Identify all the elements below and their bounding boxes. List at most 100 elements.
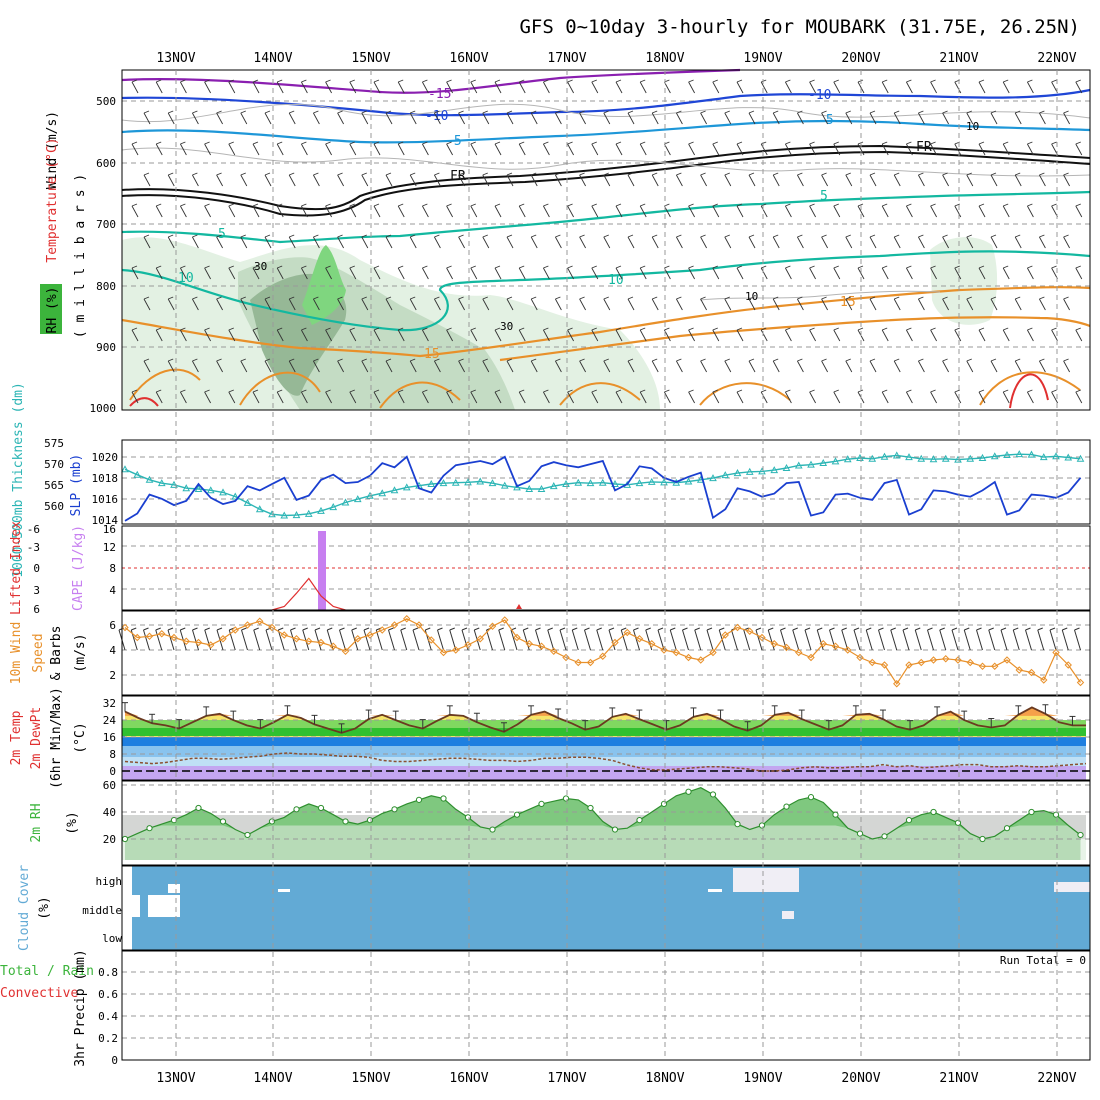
wind-barb (555, 236, 562, 249)
wind-barb-flag (349, 203, 355, 207)
rh-point (293, 806, 300, 813)
wind-barb (639, 267, 647, 280)
wind-speed-point (660, 646, 668, 654)
wind-barb-flag (797, 358, 803, 362)
wind-barb (688, 391, 695, 404)
wind-barb-flag (700, 234, 706, 238)
isotherm-minus5 (121, 119, 1091, 144)
wind-barb-flag (579, 172, 585, 176)
wind-barb (821, 174, 828, 187)
wind-barb-flag (192, 234, 198, 238)
wind-barb-flag (180, 389, 186, 393)
wind-barb (700, 174, 707, 187)
wind-barb-flag (918, 296, 924, 300)
wind-barb (349, 329, 357, 342)
wind-barb (204, 143, 211, 156)
thickness-point (684, 477, 693, 485)
rh-point (489, 826, 496, 833)
wind-barb (518, 267, 526, 280)
wind-barb-flag (761, 265, 767, 269)
wind-barb (772, 112, 780, 125)
wind-barb (252, 143, 260, 156)
wind-barb (337, 112, 344, 125)
wind-barb-flag (143, 358, 150, 362)
contour-label: 30 (254, 260, 267, 273)
wind-barb-flag (615, 389, 622, 393)
wind-barb (809, 205, 816, 218)
wind-barb-flag (289, 296, 295, 300)
wind-barb (434, 236, 441, 249)
wind-barb (906, 391, 913, 404)
wind-barb (349, 391, 357, 404)
wind-barb-flag (337, 296, 343, 300)
wind-barb-flag (615, 327, 622, 331)
wind-barb (458, 298, 465, 311)
wind-speed-point (256, 617, 264, 625)
thickness-point (439, 479, 448, 487)
wind-barb (470, 81, 478, 94)
wind-barb (1063, 298, 1070, 311)
wind-barb-flag (1051, 265, 1057, 269)
surface-wind-barb-flag (180, 627, 186, 631)
cloud-gap (168, 884, 180, 893)
rh-point (758, 822, 766, 829)
wind-barb-flag (966, 110, 972, 114)
wind-axis-label-2: Speed (31, 633, 46, 672)
thickness-point (990, 452, 999, 460)
rh-point (1003, 825, 1011, 832)
wind-barb-flag (954, 265, 960, 269)
wind-barb-flag (252, 265, 259, 269)
surface-wind-barb (584, 629, 591, 651)
wind-speed-point (599, 652, 607, 660)
wind-speed-point (844, 646, 852, 654)
wind-barb-flag (591, 141, 597, 145)
wind-barb-flag (591, 389, 597, 393)
wind-barb (748, 360, 756, 373)
wind-barb (700, 298, 707, 311)
wind-barb-flag (640, 389, 646, 393)
wind-speed-point (893, 680, 901, 688)
wind-barb (954, 267, 962, 280)
rh-point (121, 835, 129, 843)
surface-wind-barb-flag (988, 627, 994, 631)
cloud-gap (733, 868, 799, 892)
wind-barb (385, 236, 393, 249)
wind-speed-point (378, 626, 386, 634)
wind-barb-flag (1015, 296, 1021, 300)
wind-barb (930, 205, 937, 218)
wind-barb (470, 329, 478, 342)
wind-speed-point (317, 638, 325, 647)
wind-barb (458, 174, 465, 187)
thickness-axis-label: 1000-500mb Thickness (dm) (11, 382, 26, 578)
wind-barb-flag (301, 327, 307, 331)
thickness-point (929, 455, 938, 463)
wind-barb (772, 360, 780, 373)
wind-speed-point (182, 637, 190, 645)
rh-point (366, 817, 374, 824)
surface-wind-barb-flag (608, 627, 615, 631)
wind-barb-flag (1027, 203, 1033, 207)
wind-barb (591, 143, 599, 156)
surface-wind-barb-flag (412, 627, 419, 631)
wind-barb (409, 112, 417, 125)
wind-barb (651, 174, 659, 187)
wind-barb (192, 360, 199, 373)
cloud-gap (132, 895, 140, 917)
wind-barb (639, 205, 647, 218)
wind-barb (143, 236, 151, 249)
wind-barb-flag (966, 358, 972, 362)
wind-barb-flag (640, 203, 646, 207)
date-label-bottom: 21NOV (939, 1071, 978, 1086)
wind-barb (1063, 112, 1070, 125)
wind-barb-flag (748, 358, 755, 362)
surface-wind-barb-flag (694, 627, 700, 631)
wind-barb-flag (579, 234, 585, 238)
cloud-gap (148, 895, 180, 917)
wind-barb-flag (821, 358, 827, 362)
wind-barb (518, 391, 526, 404)
wind-barb (978, 267, 986, 280)
wind-barb (1075, 329, 1083, 342)
thickness-point (133, 470, 142, 478)
wind-barb-flag (398, 141, 404, 145)
wind-barb-flag (603, 172, 609, 176)
